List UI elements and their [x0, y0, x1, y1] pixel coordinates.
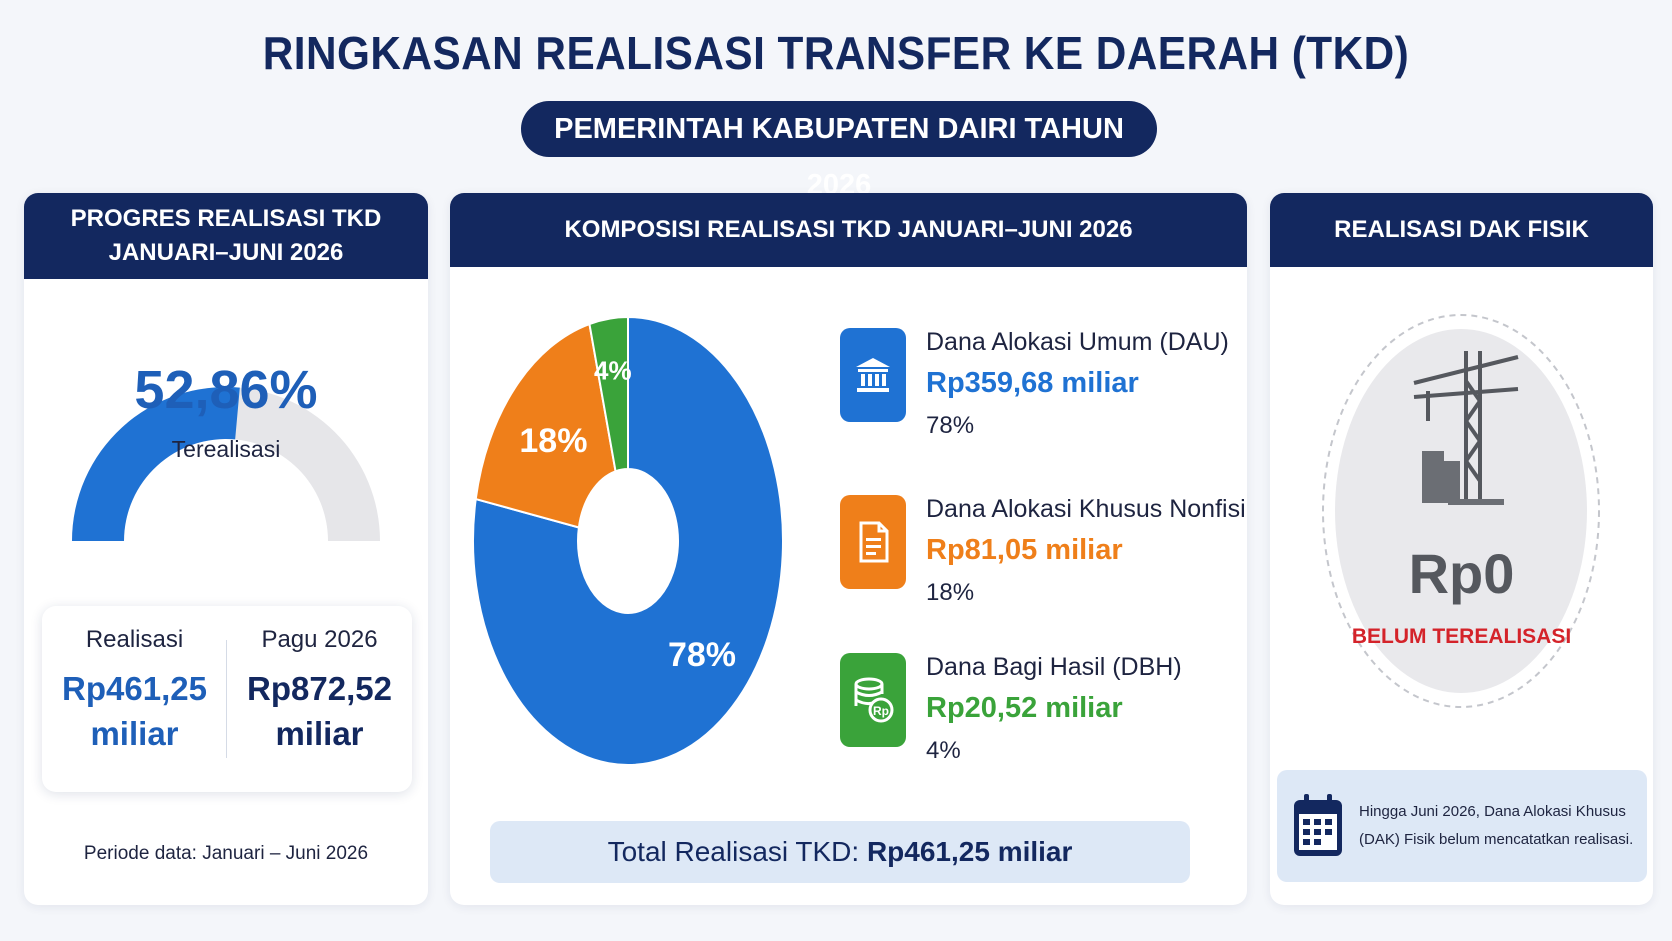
dak-panel-header: REALISASI DAK FISIK — [1270, 193, 1653, 267]
bank-icon — [840, 328, 906, 422]
legend-percent: 78% — [926, 412, 975, 439]
progress-gauge — [68, 313, 384, 553]
svg-text:Rp: Rp — [873, 704, 889, 718]
pagu-stat: Pagu 2026 Rp872,52 miliar — [227, 626, 412, 756]
period-note: Periode data: Januari – Juni 2026 — [83, 843, 369, 864]
total-label: Total Realisasi TKD: — [607, 836, 860, 867]
realisasi-stat: Realisasi Rp461,25 miliar — [42, 626, 227, 756]
progress-heading-line2: JANUARI–JUNI 2026 — [108, 239, 344, 266]
legend-name: Dana Alokasi Khusus Nonfisik — [926, 495, 1247, 523]
realisasi-label: Realisasi — [85, 626, 184, 653]
realisasi-unit: miliar — [90, 715, 179, 752]
legend-name: Dana Bagi Hasil (DBH) — [926, 653, 1182, 681]
buildings-icon — [1422, 451, 1504, 505]
progress-status-label: Terealisasi — [171, 436, 281, 462]
donut-label: 78% — [668, 636, 736, 674]
dak-value: Rp0 — [1408, 542, 1515, 605]
gauge-fill — [72, 387, 240, 541]
total-value: Rp461,25 miliar — [866, 836, 1073, 867]
progress-panel-header: PROGRES REALISASI TKD JANUARI–JUNI 2026 — [24, 193, 428, 279]
pagu-value: Rp872,52 — [247, 670, 392, 707]
dak-circle — [1322, 314, 1600, 708]
pagu-label: Pagu 2026 — [261, 626, 378, 653]
dak-fisik-panel: REALISASI DAK FISIK Rp0 BELUM TEREALISAS… — [1270, 193, 1653, 905]
dak-note-text: Hingga Juni 2026, Dana Alokasi Khusus (D… — [1359, 803, 1634, 848]
dak-status: BELUM TEREALISASI — [1351, 625, 1572, 648]
pagu-unit: miliar — [275, 715, 364, 752]
legend-percent: 4% — [926, 737, 961, 764]
dak-note: Hingga Juni 2026, Dana Alokasi Khusus (D… — [1277, 770, 1647, 882]
gauge-svg — [72, 387, 380, 541]
coins-icon: Rp — [840, 653, 906, 747]
legend-amount: Rp20,52 miliar — [926, 692, 1123, 724]
legend-name: Dana Alokasi Umum (DAU) — [926, 328, 1229, 356]
stats-divider — [226, 640, 227, 758]
composition-panel-header: KOMPOSISI REALISASI TKD JANUARI–JUNI 202… — [450, 193, 1247, 267]
composition-panel: KOMPOSISI REALISASI TKD JANUARI–JUNI 202… — [450, 193, 1247, 905]
stats-card: Realisasi Rp461,25 miliar Pagu 2026 Rp87… — [42, 606, 412, 792]
calendar-icon — [1294, 794, 1342, 856]
donut-slice-dau — [472, 315, 784, 766]
document-icon — [840, 495, 906, 589]
page-subtitle: PEMERINTAH KABUPATEN DAIRI TAHUN 2026 — [521, 101, 1157, 201]
total-realisasi-bar: Total Realisasi TKD: Rp461,25 miliar — [490, 821, 1190, 883]
legend-amount: Rp81,05 miliar — [926, 534, 1123, 566]
progress-percent: 52,86% — [134, 360, 318, 420]
progress-panel: PROGRES REALISASI TKD JANUARI–JUNI 2026 … — [24, 193, 428, 905]
page-title: RINGKASAN REALISASI TRANSFER KE DAERAH (… — [262, 27, 1410, 79]
realisasi-value: Rp461,25 — [62, 670, 207, 707]
legend-amount: Rp359,68 miliar — [926, 367, 1139, 399]
donut-slice-dbh — [588, 315, 629, 473]
donut-label: 4% — [594, 356, 632, 386]
construction-crane-icon — [1413, 351, 1519, 501]
composition-donut-chart: 78% 18% 4% — [472, 315, 784, 766]
donut-slice-dak-nonfisik — [474, 322, 617, 529]
legend-percent: 18% — [926, 579, 975, 606]
donut-label: 18% — [519, 422, 587, 460]
progress-heading-line1: PROGRES REALISASI TKD — [70, 205, 382, 232]
